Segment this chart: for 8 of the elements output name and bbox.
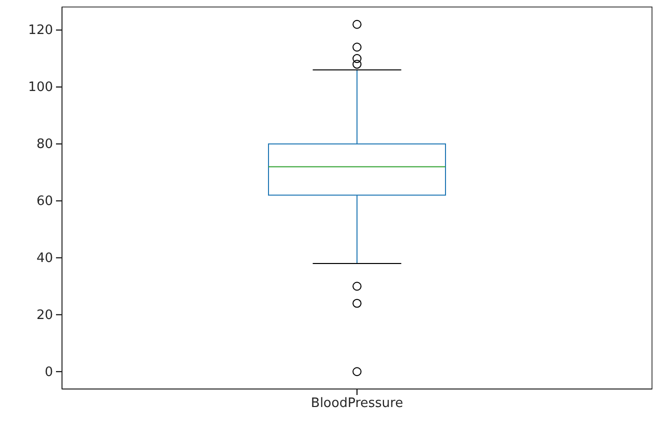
y-tick-label: 0 xyxy=(44,364,53,380)
x-tick-label: BloodPressure xyxy=(310,396,404,412)
y-tick-label: 120 xyxy=(28,23,53,38)
y-tick-label: 80 xyxy=(36,137,53,152)
y-tick-label: 100 xyxy=(28,80,53,96)
y-tick-label: 60 xyxy=(36,194,53,210)
y-tick-label: 40 xyxy=(36,250,53,266)
y-tick-label: 20 xyxy=(36,308,53,323)
